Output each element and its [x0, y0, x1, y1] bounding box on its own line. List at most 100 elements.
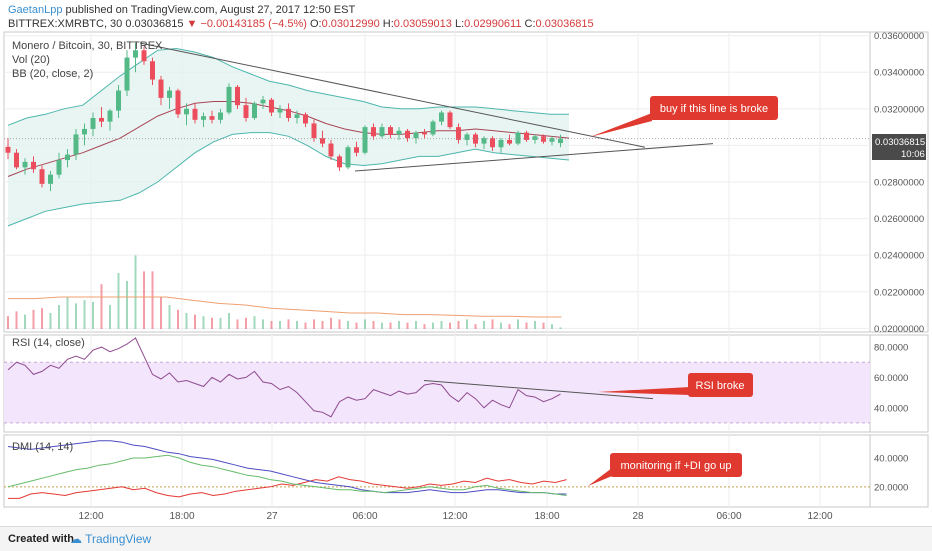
candle [201, 116, 206, 120]
volume-bar [474, 324, 477, 329]
candle [303, 114, 308, 124]
rsi-callout[interactable]: RSI broke [598, 373, 753, 397]
volume-bar [508, 324, 511, 329]
y-tick-label: 0.02200000 [874, 287, 924, 298]
volume-bar [389, 322, 392, 329]
volume-legend: Vol (20) [12, 54, 50, 66]
last-price: 0.03036815 [125, 18, 184, 30]
candle [167, 90, 172, 98]
x-tick-label: 12:00 [78, 511, 103, 522]
volume-bar [364, 319, 366, 329]
candle [99, 117, 104, 122]
rsi-callout-text: RSI broke [696, 380, 745, 392]
volume-bar [143, 271, 145, 329]
buy-callout-pointer [590, 113, 652, 137]
candle [133, 50, 138, 58]
minus-di-line [7, 440, 567, 495]
y-tick-label: 0.02600000 [874, 214, 924, 225]
ascending-trendline [354, 143, 714, 172]
rsi-callout-box [688, 373, 753, 397]
close-value: 0.03036815 [535, 18, 594, 30]
candle [405, 130, 410, 139]
buy-callout[interactable]: buy if this line is broke [590, 96, 778, 137]
volume-bar [211, 317, 213, 329]
x-tick-label: 18:00 [534, 511, 559, 522]
volume-bar [117, 273, 120, 329]
symbol-header: BITTREX:XMRBTC, 30 0.03036815 ▼ −0.00143… [8, 18, 594, 30]
x-tick-label: 12:00 [807, 511, 832, 522]
volume-bar [219, 317, 222, 329]
y-tick-label: 0.03400000 [874, 68, 924, 79]
volume-ma-line [8, 296, 562, 318]
last-price-label: 0.03036815 10:06 [872, 134, 926, 160]
last-price-tag-time: 10:06 [901, 149, 925, 160]
volume-bar [491, 319, 494, 329]
dmi-callout-text: monitoring if +DI go up [621, 460, 732, 472]
candle [243, 105, 249, 118]
candle [286, 108, 291, 118]
volume-bar [66, 297, 69, 329]
low-label: L: [454, 18, 465, 30]
volume-bar [253, 316, 256, 329]
candle [82, 128, 87, 135]
buy-callout-box [650, 96, 778, 120]
volume-bar [7, 316, 9, 329]
volume-bar [542, 322, 545, 329]
open-label: O: [309, 18, 322, 30]
candle [175, 90, 181, 115]
volume-bar [194, 314, 196, 329]
created-with-text: Created with [8, 533, 75, 545]
chart-area[interactable]: 12:00 18:00 27 06:00 12:00 18:00 28 06:00 12:00 0… [0, 0, 932, 526]
high-value: 0.03059013 [393, 18, 452, 30]
volume-bar [228, 313, 230, 329]
publish-text: published on TradingView.com, August 27,… [65, 4, 356, 16]
x-tick-label: 12:00 [442, 511, 467, 522]
volume-bar [296, 321, 298, 329]
candle [515, 132, 521, 144]
candle [184, 108, 189, 115]
candle [269, 99, 274, 113]
candle [371, 127, 376, 137]
volume-bar [466, 319, 468, 329]
volume-bar [15, 311, 18, 329]
rsi-y-tick-label: 60.0000 [874, 373, 908, 384]
candle [345, 147, 351, 168]
volume-bar [287, 319, 290, 329]
rsi-callout-pointer [598, 387, 690, 395]
volume-bar [500, 322, 502, 329]
candle [507, 139, 512, 144]
candle [464, 134, 470, 140]
candle [235, 86, 240, 106]
volume-bar [58, 305, 60, 329]
last-price-tag [872, 134, 926, 160]
candle [226, 86, 232, 113]
dmi-pane-frame [3, 434, 929, 508]
candle [396, 130, 402, 135]
volume-bar [32, 309, 35, 329]
low-value: 0.02990611 [464, 18, 522, 30]
dmi-callout[interactable]: monitoring if +DI go up [588, 453, 742, 486]
volume-bar [177, 309, 179, 329]
candle [277, 108, 283, 113]
candle [116, 90, 121, 111]
candle [48, 174, 53, 184]
open-value: 0.03012990 [321, 18, 380, 30]
volume-bar [517, 319, 519, 329]
y-tick-label: 0.02000000 [874, 324, 924, 335]
author-name[interactable]: GaetanLpp [8, 4, 63, 16]
candle [439, 112, 444, 122]
candle [65, 154, 70, 161]
x-tick-label: 06:00 [352, 511, 377, 522]
volume-bar [83, 300, 86, 329]
volume-bar [245, 317, 247, 329]
volume-bar [347, 321, 349, 329]
bb-fill [8, 48, 569, 226]
volume-bar [270, 321, 273, 329]
volume-bar [168, 305, 171, 329]
x-tick-label: 18:00 [169, 511, 194, 522]
rsi-trendline [423, 379, 654, 400]
volume-bar [185, 313, 188, 329]
tradingview-brand[interactable]: ☁ TradingView [70, 532, 151, 546]
candle [14, 152, 19, 168]
volume-bar [151, 271, 154, 329]
